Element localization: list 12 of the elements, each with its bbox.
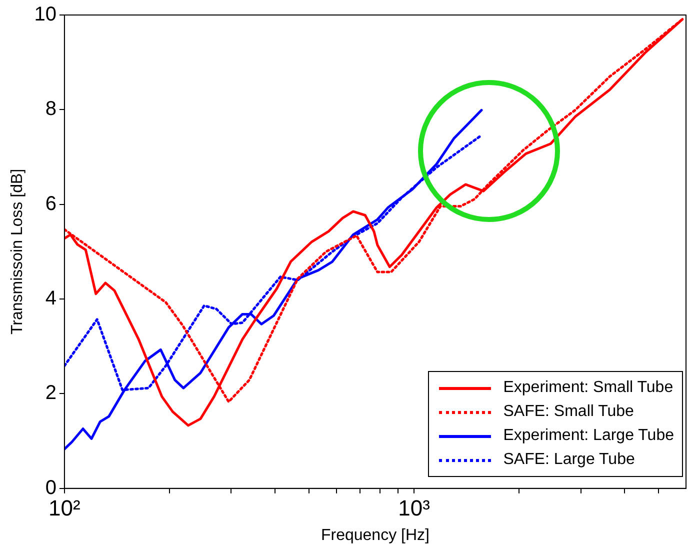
legend-label: Experiment: Small Tube (503, 378, 674, 398)
y-tick-label: 6 (45, 192, 56, 215)
y-tick-label: 8 (45, 98, 56, 120)
y-axis-title: Transmissoin Loss [dB] (9, 168, 26, 335)
legend-label: Experiment: Large Tube (503, 426, 674, 446)
y-tick-label: 10 (34, 4, 56, 26)
x-axis-title: Frequency [Hz] (320, 526, 430, 544)
x-tick-label: 10³ (398, 496, 430, 521)
y-tick-label: 2 (45, 382, 56, 404)
legend-label: SAFE: Large Tube (503, 450, 635, 470)
legend-label: SAFE: Small Tube (503, 402, 634, 422)
y-tick-label: 4 (45, 288, 56, 310)
